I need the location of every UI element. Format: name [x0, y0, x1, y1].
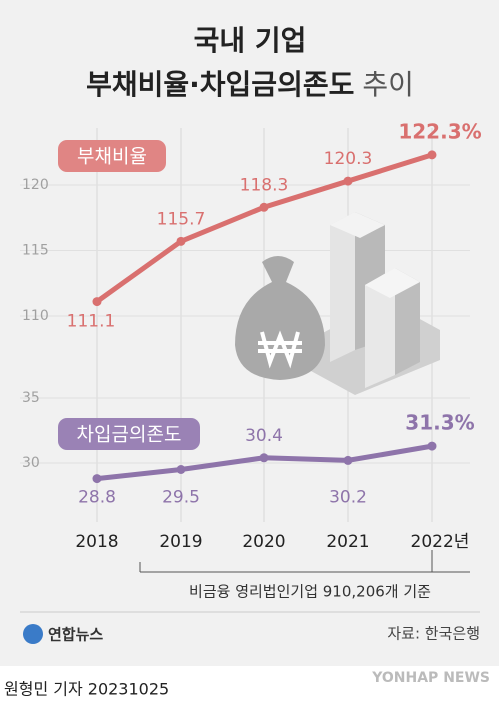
value-label: 30.2	[329, 488, 367, 508]
legend-label: 차입금의존도	[77, 424, 182, 446]
title-line1: 국내 기업	[194, 24, 307, 57]
illustration	[235, 212, 440, 395]
data-point	[343, 455, 353, 465]
x-tick-label: 2021	[326, 532, 369, 552]
value-label: 120.3	[324, 149, 373, 169]
source: 자료: 한국은행	[387, 625, 480, 643]
value-label: 31.3%	[405, 411, 474, 435]
grid: 110 115 120 30 35	[20, 128, 470, 522]
byline: 원형민 기자 20231025	[4, 680, 169, 699]
x-tick-label: 2019	[159, 532, 202, 552]
data-point	[92, 297, 102, 307]
building-top	[330, 212, 385, 238]
building2-front	[365, 268, 395, 388]
value-label: 29.5	[162, 488, 200, 508]
watermark: YONHAP NEWS	[371, 670, 490, 686]
plot: 부채비율 111.1 115.7 118.3 120.3 122.3% 차입금의존도 28.8…	[58, 119, 482, 552]
footer-strip	[0, 666, 499, 706]
title-suffix: 추이	[362, 68, 414, 101]
x-tick-label: 2018	[75, 532, 118, 552]
data-point	[92, 474, 102, 484]
y-tick-label: 120	[22, 177, 49, 193]
legend-badge	[58, 140, 166, 172]
data-point	[176, 465, 186, 474]
logo-icon	[23, 624, 43, 644]
data-point	[427, 441, 437, 451]
building2-side	[395, 268, 420, 375]
x-tick-label: 2020	[242, 532, 285, 552]
building-front	[330, 212, 355, 362]
legend-badge	[58, 418, 200, 450]
y-tick-label: 115	[22, 243, 49, 259]
money-bag	[235, 256, 325, 380]
title-line2: 부채비율·차입금의존도 추이	[86, 68, 414, 101]
y-tick-label: 30	[22, 455, 40, 471]
building2-top	[365, 268, 420, 298]
logo: 연합뉴스	[48, 626, 103, 644]
y-tick-label: 35	[22, 390, 40, 406]
value-label: 122.3%	[398, 119, 481, 143]
data-point	[259, 453, 269, 463]
legend-label: 부채비율	[77, 146, 147, 168]
value-label: 118.3	[240, 175, 289, 195]
data-point	[427, 150, 437, 160]
note: 비금융 영리법인기업 910,206개 기준	[189, 583, 431, 601]
data-point	[343, 176, 353, 186]
data-point	[259, 202, 269, 212]
title-main: 부채비율·차입금의존도	[86, 68, 354, 101]
x-tick-label: 2022년	[411, 532, 470, 552]
y-tick-label: 110	[22, 308, 49, 324]
value-label: 115.7	[157, 209, 206, 229]
value-label: 28.8	[78, 488, 116, 508]
note-bracket	[139, 550, 470, 573]
value-label: 111.1	[67, 312, 116, 332]
value-label: 30.4	[245, 426, 283, 446]
data-point	[176, 236, 186, 246]
won-symbol	[258, 330, 302, 369]
